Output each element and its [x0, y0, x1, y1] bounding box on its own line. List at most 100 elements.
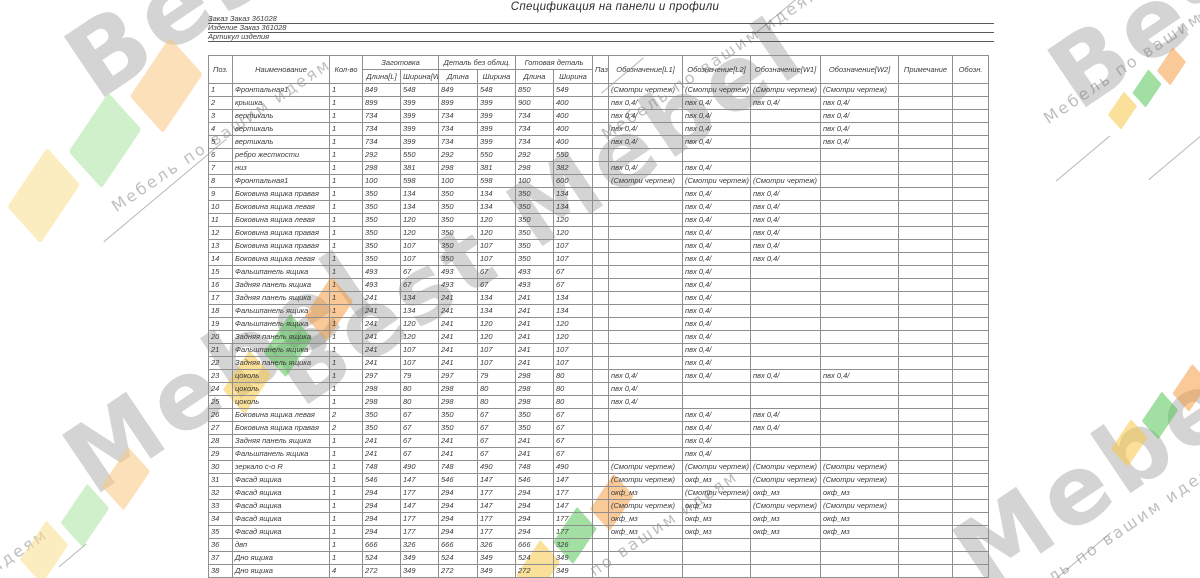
cell — [608, 330, 683, 344]
cell: 177 — [477, 525, 516, 539]
cell — [750, 304, 821, 318]
cell — [592, 213, 609, 227]
cell: 241 — [515, 447, 554, 461]
cell — [682, 148, 751, 162]
cell: 1 — [208, 83, 233, 97]
cell — [898, 252, 953, 266]
table-row: 37 Дно ящика 1 524 349 524 349 524 349 — [208, 551, 989, 565]
cell: 272 — [438, 564, 478, 578]
cell: 350 — [438, 252, 478, 266]
cell — [750, 564, 821, 578]
cell: 134 — [477, 304, 516, 318]
cell: 1 — [329, 135, 363, 149]
cell: 298 — [362, 161, 401, 175]
cell: 1 — [329, 174, 363, 188]
cell: 1 — [329, 473, 363, 487]
cell — [608, 317, 683, 331]
cell: Фасад ящика — [232, 512, 330, 526]
cell: 241 — [438, 317, 478, 331]
cell: 350 — [362, 226, 401, 240]
cell: пвх 0,4/ — [608, 161, 683, 175]
cell — [898, 408, 953, 422]
cell: 349 — [400, 564, 439, 578]
cell: пвх 0,4/ — [682, 265, 751, 279]
cell: 400 — [553, 109, 593, 123]
cell: 80 — [553, 382, 593, 396]
cell: Фальшпанель ящика — [232, 265, 330, 279]
table-row: 31 Фасад ящика 1 546 147 546 147 546 147 (Смотри … — [208, 473, 989, 487]
cell: 80 — [477, 395, 516, 409]
cell: пвх 0,4/ — [820, 122, 899, 136]
cell: 79 — [477, 369, 516, 383]
cell — [820, 187, 899, 201]
cell: крышка — [232, 96, 330, 110]
cell: 24 — [208, 382, 233, 396]
cell: 147 — [553, 473, 593, 487]
cell: 120 — [477, 213, 516, 227]
cell: 67 — [477, 265, 516, 279]
cell: 294 — [438, 499, 478, 513]
cell — [750, 148, 821, 162]
cell: окф_мз — [682, 473, 751, 487]
cell: пвх 0,4/ — [608, 369, 683, 383]
cell: 120 — [477, 226, 516, 240]
logo-bar-orange-icon — [1156, 47, 1187, 86]
cell: 350 — [515, 187, 554, 201]
cell: 67 — [477, 278, 516, 292]
cell — [898, 148, 953, 162]
cell: вертикаль — [232, 109, 330, 123]
cell: Фальшпанель ящика — [232, 317, 330, 331]
cell — [592, 538, 609, 552]
cell: 241 — [515, 343, 554, 357]
cell: 80 — [553, 369, 593, 383]
cell: 1 — [329, 538, 363, 552]
cell: 34 — [208, 512, 233, 526]
cell: 294 — [362, 525, 401, 539]
cell — [592, 304, 609, 318]
cell: (Смотри чертеж) — [608, 83, 683, 97]
cell: 1 — [329, 83, 363, 97]
cell: 399 — [400, 109, 439, 123]
article-line: Артикул изделия — [208, 32, 994, 42]
table-row: 33 Фасад ящика 1 294 147 294 147 294 147 (Смотри … — [208, 499, 989, 513]
cell: 1 — [329, 252, 363, 266]
cell — [682, 538, 751, 552]
cell — [952, 512, 989, 526]
col-header-w1: Обозначение[W1] — [750, 55, 821, 84]
cell — [820, 421, 899, 435]
cell: пвх 0,4/ — [682, 213, 751, 227]
cell: 734 — [515, 109, 554, 123]
cell: 734 — [362, 122, 401, 136]
cell: 1 — [329, 551, 363, 565]
cell — [750, 343, 821, 357]
cell: 849 — [438, 83, 478, 97]
cell: 241 — [362, 330, 401, 344]
cell — [952, 239, 989, 253]
cell: Дно ящика — [232, 551, 330, 565]
cell: 100 — [438, 174, 478, 188]
table-row: 20 Задняя панель ящика 1 241 120 241 120 241 120… — [208, 330, 989, 344]
cell: 350 — [438, 421, 478, 435]
cell — [952, 252, 989, 266]
cell: 177 — [553, 486, 593, 500]
table-row: 21 Фальшпанель ящика 1 241 107 241 107 241 107 пв… — [208, 343, 989, 357]
table-row: 7 низ 1 298 381 298 381 298 382 пвх 0,4/пвх 0,4/ — [208, 161, 989, 175]
cell — [750, 538, 821, 552]
cell: 1 — [329, 512, 363, 526]
cell — [682, 395, 751, 409]
cell: 349 — [553, 551, 593, 565]
cell: 399 — [477, 135, 516, 149]
cell: 17 — [208, 291, 233, 305]
cell: Дно ящика — [232, 564, 330, 578]
col-header-fin-width: Ширина — [553, 69, 593, 84]
cell: пвх 0,4/ — [750, 96, 821, 110]
cell: 349 — [553, 564, 593, 578]
cell: 67 — [477, 408, 516, 422]
cell — [608, 356, 683, 370]
cell: 899 — [438, 96, 478, 110]
cell: 549 — [553, 83, 593, 97]
cell — [952, 226, 989, 240]
cell: пвх 0,4/ — [750, 408, 821, 422]
cell: окф_мз — [750, 512, 821, 526]
cell: Боковина ящика левая — [232, 213, 330, 227]
